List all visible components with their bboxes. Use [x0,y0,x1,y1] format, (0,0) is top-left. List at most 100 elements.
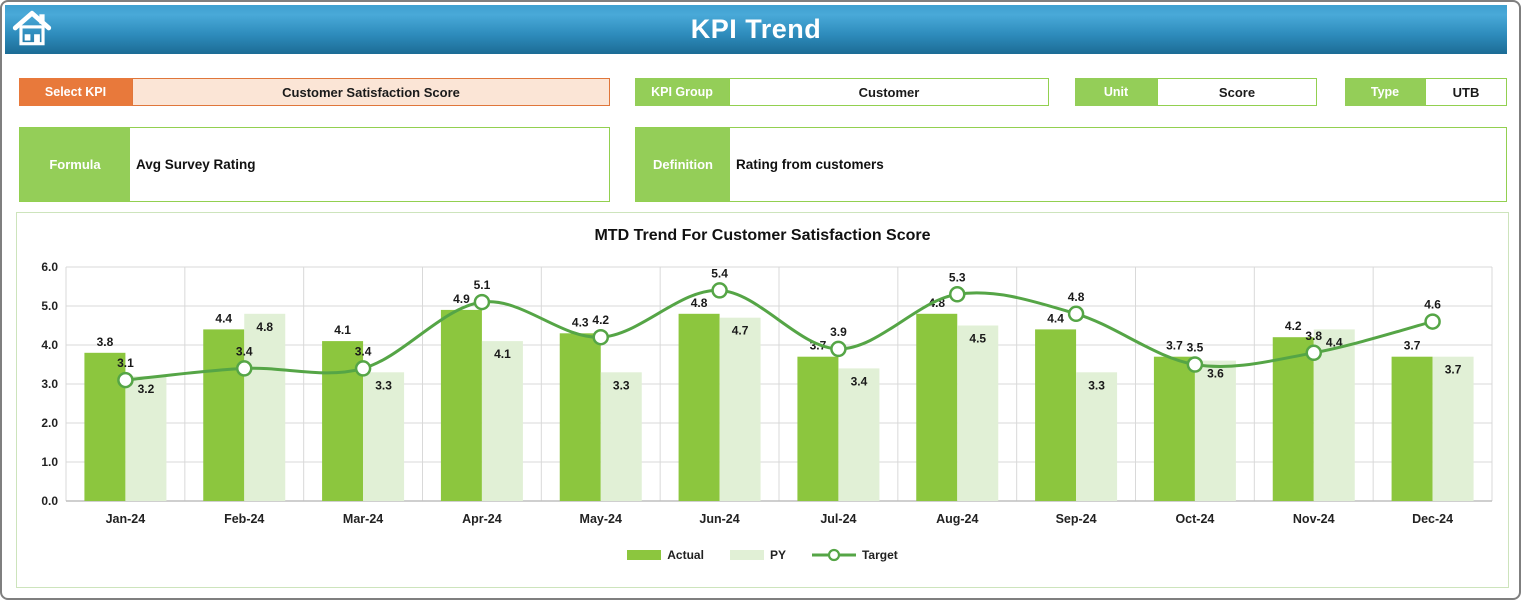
data-label-target: 5.1 [474,278,491,292]
y-tick-label: 4.0 [41,338,58,352]
x-tick-label: Mar-24 [343,512,383,526]
legend-label: Actual [667,548,704,562]
marker-target [1305,344,1322,362]
legend-swatch [811,548,856,562]
data-label-py: 3.3 [375,378,392,392]
legend-swatch [627,550,662,560]
select-kpi-value[interactable]: Customer Satisfaction Score [132,78,610,106]
x-tick-label: Apr-24 [462,512,502,526]
bar-actual [203,329,245,501]
data-label-py: 3.7 [1445,363,1462,377]
x-tick-label: Nov-24 [1293,512,1335,526]
data-label-py: 4.7 [732,324,749,338]
x-tick-label: Sep-24 [1056,512,1097,526]
chart-title: MTD Trend For Customer Satisfaction Scor… [594,227,931,244]
bar-py [125,376,167,501]
data-label-py: 3.6 [1207,367,1224,381]
y-tick-label: 0.0 [41,494,58,508]
data-label-py: 4.5 [969,332,986,346]
bar-actual [440,309,482,501]
marker-target [473,293,491,311]
bar-actual [559,333,601,501]
y-tick-label: 2.0 [41,416,58,430]
legend-label: PY [769,548,786,562]
data-label-target: 3.4 [355,344,372,358]
bar-py [957,325,999,501]
data-label-target: 5.4 [711,266,728,280]
marker-target [1186,356,1204,373]
page-title: KPI Trend [690,14,822,44]
marker-target [592,328,609,346]
kpi-trend-chart: 0.0 1.0 2.0 3.0 4.0 5.0 6.0 3.8 4.4 4.1 4.9 4.3 4.8 3… [41,260,1493,526]
y-tick-label: 3.0 [41,377,58,391]
bar-py [1313,329,1355,501]
bar-py [1076,372,1118,501]
data-label-actual: 4.4 [1047,311,1064,325]
definition-value: Rating from customers [736,157,884,172]
data-label-py: 4.1 [494,347,511,361]
bar-actual [1391,356,1433,501]
data-label-target: 3.5 [1187,341,1204,355]
data-label-target: 4.8 [1068,290,1085,304]
data-label-py: 3.4 [851,374,868,388]
data-label-actual: 4.3 [572,315,589,329]
formula-value: Avg Survey Rating [136,157,256,172]
header-bar: KPI Trend [5,5,1507,54]
unit-value: Score [1157,78,1317,106]
y-tick-label: 6.0 [41,260,58,274]
data-label-actual: 4.1 [334,323,351,337]
bar-py [363,372,405,501]
legend-item-py: PY [729,548,786,562]
bar-actual [916,313,958,501]
data-label-target: 4.2 [592,313,609,327]
x-tick-label: Jul-24 [820,512,856,526]
legend-swatch [729,550,764,560]
data-label-target: 3.9 [830,325,847,339]
y-tick-label: 1.0 [41,455,58,469]
marker-target [117,371,134,389]
home-button[interactable] [11,8,53,50]
data-label-actual: 4.8 [691,296,708,310]
kpi-group-value: Customer [729,78,1049,106]
data-label-actual: 3.7 [1166,339,1183,353]
marker-target [830,340,847,358]
bar-py [600,372,642,501]
formula-box: Formula Avg Survey Rating [19,127,610,202]
data-label-actual: 3.7 [1404,339,1421,353]
bar-actual [1153,356,1195,501]
marker-target [711,282,728,299]
chart-panel: MTD Trend For Customer Satisfaction Scor… [16,212,1509,588]
bar-py [481,341,523,501]
type-value: UTB [1425,78,1507,106]
marker-target [1067,305,1085,323]
select-kpi-label: Select KPI [19,78,132,106]
bar-actual [1272,337,1314,501]
bar-py [244,313,286,501]
home-icon [12,10,52,46]
type-label: Type [1345,78,1425,106]
unit-label: Unit [1075,78,1157,106]
kpi-group-label: KPI Group [635,78,729,106]
data-label-target: 3.1 [117,356,134,370]
data-label-actual: 4.4 [215,311,232,325]
x-tick-label: Aug-24 [936,512,978,526]
x-tick-label: Jun-24 [699,512,739,526]
x-tick-label: Dec-24 [1412,512,1453,526]
legend-item-target: Target [811,548,898,562]
data-label-target: 3.8 [1305,329,1322,343]
x-tick-label: Feb-24 [224,512,264,526]
marker-target [354,360,372,377]
legend-label: Target [861,548,898,562]
y-tick-label: 5.0 [41,299,58,313]
bar-py [1432,356,1474,501]
definition-label: Definition [636,128,730,201]
data-label-actual: 4.9 [453,292,470,306]
bar-actual [797,356,839,501]
marker-target [949,286,966,303]
bar-py [838,368,880,501]
bar-actual [678,313,720,501]
bar-py [1194,360,1236,501]
bar-py [719,317,761,501]
marker-target [236,360,253,377]
